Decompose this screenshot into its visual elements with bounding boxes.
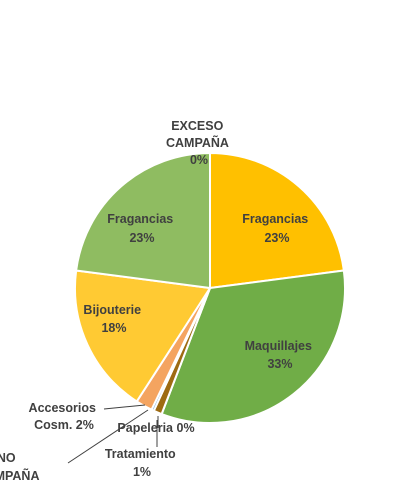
label-fragancias-right: Fragancias 23% (242, 212, 312, 245)
leader-lines (67, 404, 159, 464)
leader-no-campana (67, 409, 149, 464)
label-exceso-campana: EXCESO CAMPAÑA 0% (166, 119, 232, 167)
label-papeleria: Papeleria 0% (117, 421, 194, 435)
pie-slice-maquillajes-2 (160, 269, 346, 424)
label-no-campana: NO CAMPAÑA (0, 451, 39, 483)
label-fragancias-left: Fragancias 23% (107, 212, 177, 245)
label-maquillajes: Maquillajes 33% (245, 339, 316, 371)
pie-slices (74, 151, 346, 424)
pie-slice-fragancias-8 (75, 151, 211, 290)
label-tratamiento: Tratamiento 1% (105, 447, 179, 479)
pie-slice-fragancias-1 (209, 151, 345, 290)
pie-slice-bijouterie-7 (74, 269, 212, 403)
label-bijouterie: Bijouterie 18% (83, 303, 144, 335)
leader-accesorios (103, 404, 146, 410)
label-accesorios-cosm: Accesorios Cosm. 2% (29, 401, 100, 432)
